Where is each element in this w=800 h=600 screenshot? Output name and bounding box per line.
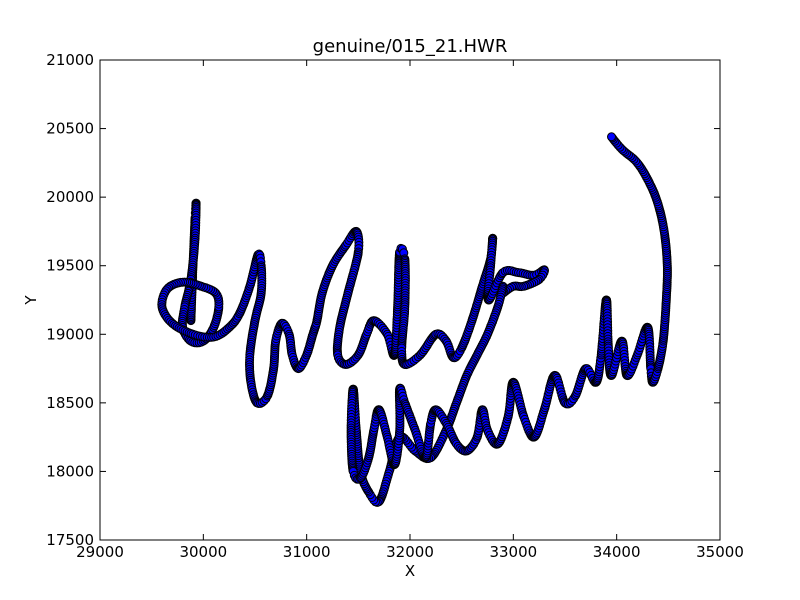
y-tick-label: 18500 xyxy=(46,394,94,412)
y-tick-label: 21000 xyxy=(46,51,94,69)
y-tick-label: 18000 xyxy=(46,462,94,480)
x-tick-label: 29000 xyxy=(76,543,124,561)
chart-title: genuine/015_21.HWR xyxy=(313,36,508,57)
y-tick-label: 17500 xyxy=(46,531,94,549)
y-tick-label: 20500 xyxy=(46,120,94,138)
y-axis-label: Y xyxy=(22,295,40,306)
x-tick-label: 30000 xyxy=(179,543,227,561)
y-tick-label: 19000 xyxy=(46,325,94,343)
y-tick-label: 19500 xyxy=(46,257,94,275)
series-layer xyxy=(157,132,672,507)
x-axis-label: X xyxy=(405,562,415,580)
x-tick-label: 32000 xyxy=(386,543,434,561)
ticks-layer: 29000 30000 31000 32000 33000 34000 35000 17500… xyxy=(46,51,744,561)
x-tick-label: 31000 xyxy=(283,543,331,561)
x-tick-label: 34000 xyxy=(593,543,641,561)
x-tick-label: 35000 xyxy=(696,543,744,561)
x-tick-label: 33000 xyxy=(489,543,537,561)
data-point xyxy=(607,132,616,142)
y-tick-label: 20000 xyxy=(46,188,94,206)
